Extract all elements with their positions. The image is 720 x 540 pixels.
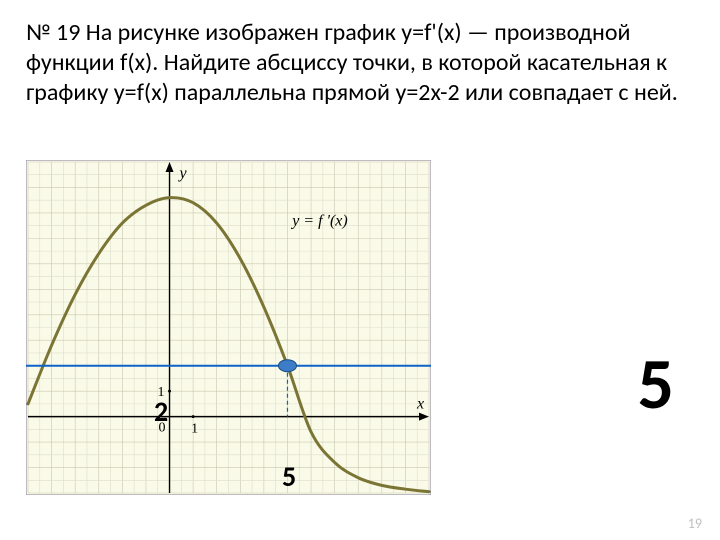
chart-container: 110xyy = f '(x) 2 5 [26, 160, 431, 495]
y-value-overlay: 2 [154, 394, 168, 429]
problem-text: № 19 На рисунке изображен график y=f'(x)… [0, 0, 720, 116]
svg-text:1: 1 [191, 422, 198, 437]
svg-text:y: y [178, 165, 188, 182]
answer-value: 5 [638, 340, 675, 428]
derivative-graph: 110xyy = f '(x) [26, 160, 431, 495]
slide-number: 19 [688, 515, 702, 532]
x-value-overlay: 5 [282, 459, 296, 494]
svg-text:x: x [416, 396, 424, 413]
svg-text:y = f '(x): y = f '(x) [290, 213, 348, 230]
